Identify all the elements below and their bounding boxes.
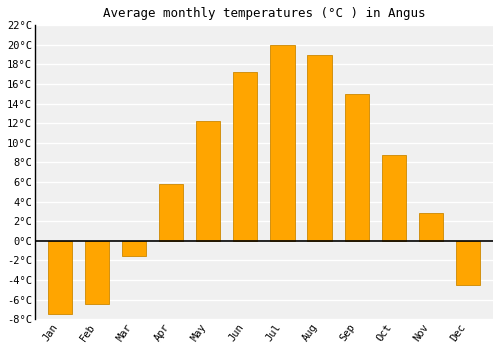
Bar <box>270 45 294 241</box>
Bar <box>48 241 72 314</box>
Bar <box>159 184 183 241</box>
Bar <box>344 94 368 241</box>
Bar <box>308 55 332 241</box>
Bar <box>419 214 443 241</box>
Bar <box>456 241 480 285</box>
Bar <box>196 121 220 241</box>
Bar <box>85 241 109 304</box>
Bar <box>234 72 258 241</box>
Bar <box>122 241 146 256</box>
Title: Average monthly temperatures (°C ) in Angus: Average monthly temperatures (°C ) in An… <box>102 7 425 20</box>
Bar <box>382 155 406 241</box>
